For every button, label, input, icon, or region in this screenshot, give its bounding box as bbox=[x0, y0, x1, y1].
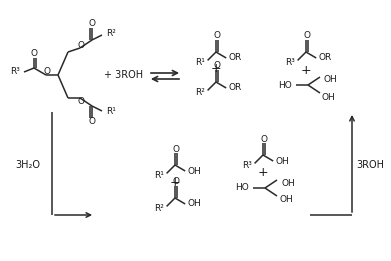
Text: OH: OH bbox=[281, 179, 295, 187]
Text: R²: R² bbox=[106, 29, 116, 39]
Text: HO: HO bbox=[278, 80, 292, 90]
Text: R¹: R¹ bbox=[195, 58, 204, 67]
Text: +: + bbox=[258, 167, 268, 180]
Text: O: O bbox=[77, 40, 84, 50]
Text: O: O bbox=[77, 97, 84, 105]
Text: OR: OR bbox=[228, 54, 242, 62]
Text: OR: OR bbox=[318, 54, 332, 62]
Text: O: O bbox=[303, 32, 310, 40]
Text: O: O bbox=[172, 145, 179, 153]
Text: OH: OH bbox=[279, 195, 293, 205]
Text: + 3ROH: + 3ROH bbox=[104, 70, 143, 80]
Text: O: O bbox=[260, 134, 267, 144]
Text: O: O bbox=[213, 62, 221, 70]
Text: OH: OH bbox=[187, 167, 201, 175]
Text: OH: OH bbox=[275, 157, 289, 165]
Text: 3ROH: 3ROH bbox=[356, 160, 384, 170]
Text: O: O bbox=[30, 50, 38, 58]
Text: R³: R³ bbox=[285, 58, 294, 67]
Text: O: O bbox=[43, 68, 50, 76]
Text: HO: HO bbox=[235, 183, 249, 193]
Text: R³: R³ bbox=[10, 67, 20, 75]
Text: OH: OH bbox=[322, 92, 336, 102]
Text: R¹: R¹ bbox=[106, 108, 116, 116]
Text: R¹: R¹ bbox=[154, 171, 163, 180]
Text: O: O bbox=[213, 32, 221, 40]
Text: O: O bbox=[172, 177, 179, 187]
Text: R²: R² bbox=[195, 88, 204, 97]
Text: +: + bbox=[301, 63, 311, 76]
Text: OH: OH bbox=[187, 199, 201, 209]
Text: O: O bbox=[88, 117, 95, 127]
Text: 3H₂O: 3H₂O bbox=[16, 160, 41, 170]
Text: R²: R² bbox=[154, 204, 163, 213]
Text: OR: OR bbox=[228, 84, 242, 92]
Text: OH: OH bbox=[324, 75, 338, 85]
Text: +: + bbox=[170, 176, 180, 189]
Text: R³: R³ bbox=[242, 161, 251, 170]
Text: O: O bbox=[88, 20, 95, 28]
Text: +: + bbox=[211, 62, 221, 75]
